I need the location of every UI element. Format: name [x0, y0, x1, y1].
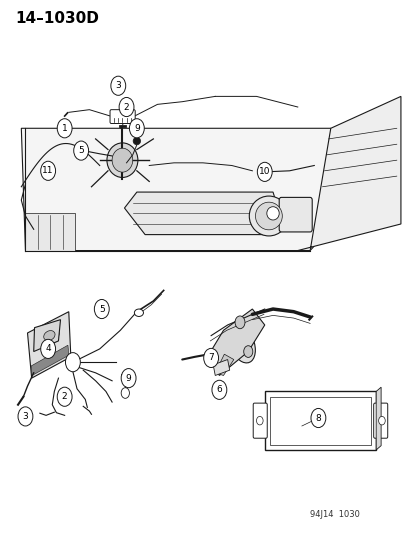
- Polygon shape: [27, 312, 71, 378]
- Text: 5: 5: [99, 304, 104, 313]
- Circle shape: [119, 98, 134, 117]
- Circle shape: [121, 387, 129, 398]
- Circle shape: [235, 316, 244, 329]
- Text: 2: 2: [62, 392, 67, 401]
- FancyBboxPatch shape: [278, 197, 311, 232]
- Text: 1: 1: [62, 124, 67, 133]
- Text: 6: 6: [216, 385, 222, 394]
- Polygon shape: [375, 387, 380, 450]
- Text: 11: 11: [42, 166, 54, 175]
- Circle shape: [40, 340, 55, 359]
- Ellipse shape: [255, 202, 282, 230]
- FancyBboxPatch shape: [264, 391, 375, 450]
- Ellipse shape: [266, 207, 278, 220]
- Ellipse shape: [134, 309, 143, 317]
- Polygon shape: [215, 354, 233, 375]
- Circle shape: [94, 300, 109, 319]
- Polygon shape: [124, 192, 280, 235]
- Circle shape: [243, 346, 252, 358]
- Ellipse shape: [107, 143, 138, 177]
- Text: 4: 4: [45, 344, 51, 353]
- Ellipse shape: [228, 324, 255, 363]
- Circle shape: [211, 380, 226, 399]
- Polygon shape: [209, 309, 264, 375]
- Circle shape: [257, 163, 271, 181]
- FancyBboxPatch shape: [373, 403, 387, 438]
- Polygon shape: [21, 128, 338, 251]
- Polygon shape: [33, 320, 60, 352]
- Polygon shape: [31, 345, 69, 375]
- Circle shape: [57, 119, 72, 138]
- Circle shape: [310, 408, 325, 427]
- Ellipse shape: [249, 196, 288, 236]
- Circle shape: [129, 119, 144, 138]
- Circle shape: [111, 76, 126, 95]
- FancyBboxPatch shape: [253, 403, 267, 438]
- Text: 8: 8: [315, 414, 320, 423]
- Ellipse shape: [133, 138, 140, 145]
- Text: 14–1030D: 14–1030D: [15, 11, 99, 26]
- Circle shape: [65, 353, 80, 372]
- Circle shape: [256, 416, 263, 425]
- FancyBboxPatch shape: [269, 397, 370, 445]
- Ellipse shape: [40, 327, 59, 344]
- Text: 7: 7: [208, 353, 214, 362]
- Circle shape: [57, 387, 72, 406]
- Polygon shape: [297, 96, 400, 251]
- Ellipse shape: [44, 330, 55, 341]
- Circle shape: [203, 349, 218, 368]
- FancyBboxPatch shape: [110, 110, 135, 124]
- Circle shape: [74, 141, 88, 160]
- Polygon shape: [25, 213, 75, 251]
- Polygon shape: [213, 360, 229, 375]
- Text: 5: 5: [78, 146, 84, 155]
- Circle shape: [378, 416, 385, 425]
- Ellipse shape: [112, 148, 133, 172]
- Text: 10: 10: [259, 167, 270, 176]
- Circle shape: [18, 407, 33, 426]
- Circle shape: [40, 161, 55, 180]
- Text: 94J14  1030: 94J14 1030: [309, 510, 359, 519]
- Text: 3: 3: [115, 81, 121, 90]
- Text: 2: 2: [123, 102, 129, 111]
- Text: 3: 3: [23, 412, 28, 421]
- Text: 9: 9: [134, 124, 140, 133]
- Text: 9: 9: [126, 374, 131, 383]
- Circle shape: [121, 368, 136, 387]
